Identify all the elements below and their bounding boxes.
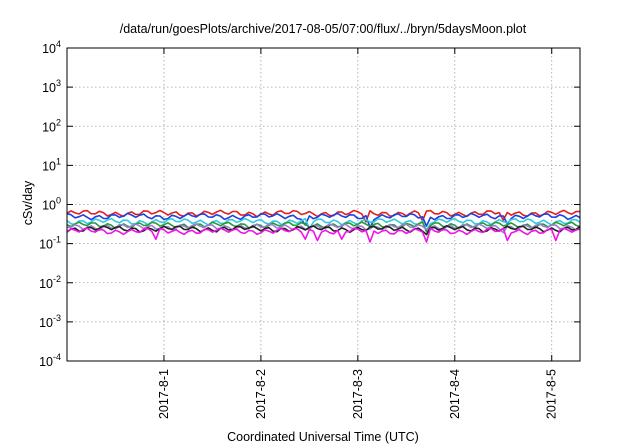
y-axis-label: cSv/day [21, 180, 35, 225]
y-tick-label: 101 [42, 156, 61, 173]
y-tick-label: 104 [42, 39, 61, 56]
x-tick-label: 2017-8-5 [545, 369, 559, 419]
x-tick-label: 2017-8-2 [254, 369, 268, 419]
series-line-1 [66, 209, 581, 223]
chart-title: /data/run/goesPlots/archive/2017-08-05/0… [120, 22, 527, 36]
y-tick-label: 10-3 [39, 313, 61, 330]
x-tick-label: 2017-8-4 [448, 369, 462, 419]
series-line-2 [66, 212, 581, 229]
x-axis-label: Coordinated Universal Time (UTC) [227, 430, 419, 444]
series-layer [66, 209, 581, 243]
y-tick-label: 10-2 [39, 274, 61, 291]
y-axis: 10-4 10-3 10-2 10-1 100 101 102 103 104 [39, 39, 580, 369]
y-tick-label: 10-4 [39, 352, 61, 369]
series-line-7 [66, 227, 581, 243]
grid [67, 48, 580, 361]
series-line-6 [66, 225, 581, 236]
y-tick-label: 103 [42, 78, 61, 95]
x-tick-label: 2017-8-1 [157, 369, 171, 419]
y-tick-label: 10-1 [39, 235, 61, 252]
y-tick-label: 100 [42, 196, 61, 213]
y-tick-label: 102 [42, 117, 61, 134]
x-tick-label: 2017-8-3 [351, 369, 365, 419]
x-axis: 2017-8-1 2017-8-2 2017-8-3 2017-8-4 2017-8-5 [157, 48, 559, 419]
